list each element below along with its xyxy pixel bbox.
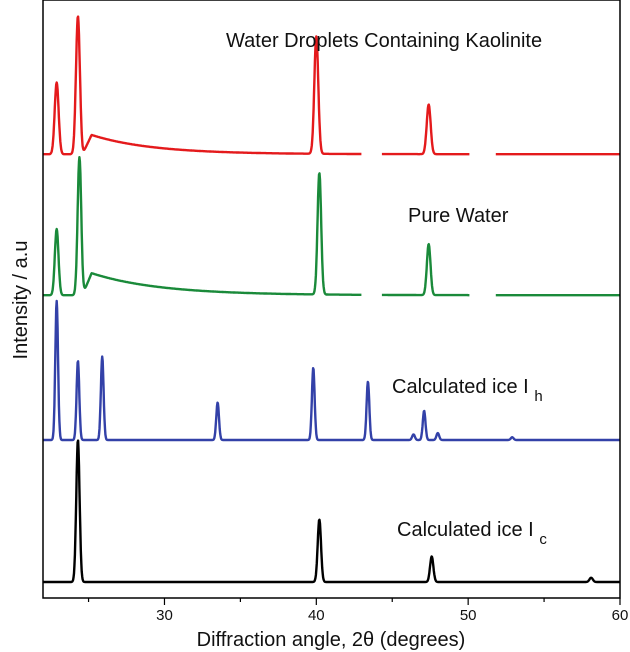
x-tick-label: 50 <box>460 607 477 624</box>
series-line-calculated-ice-ic <box>42 439 621 584</box>
series-line-pure-water <box>42 156 621 297</box>
series-line-water-droplets-containing-kaolinite <box>42 15 621 156</box>
label-ice-ic: Calculated ice I c <box>397 519 547 548</box>
label-ice-ih: Calculated ice I h <box>392 376 543 405</box>
label-ice-ic-main: Calculated ice I <box>397 519 534 541</box>
series-layer <box>42 15 621 584</box>
x-axis-ticks: 30 40 50 60 <box>87 598 629 624</box>
label-ice-ih-subscript: h <box>534 388 542 405</box>
y-axis-title: Intensity / a.u <box>10 241 32 360</box>
x-axis-title: Diffraction angle, 2θ (degrees) <box>197 629 466 651</box>
label-kaolinite: Water Droplets Containing Kaolinite <box>226 30 542 52</box>
x-tick-label: 40 <box>308 607 325 624</box>
x-tick-label: 60 <box>612 607 629 624</box>
label-ice-ih-main: Calculated ice I <box>392 376 529 398</box>
series-line-calculated-ice-ih <box>42 299 621 442</box>
label-ice-ic-subscript: c <box>539 531 547 548</box>
x-tick-label: 30 <box>156 607 173 624</box>
plot-frame <box>42 0 621 599</box>
label-pure-water: Pure Water <box>408 205 509 227</box>
